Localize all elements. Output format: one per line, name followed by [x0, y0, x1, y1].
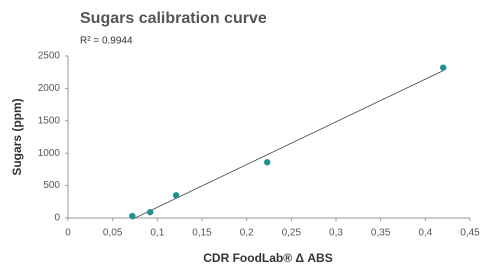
data-point [264, 159, 271, 166]
y-tick-label: 0 [54, 213, 60, 224]
x-tick-label: 0,15 [192, 228, 212, 239]
x-tick-label: 0,2 [240, 228, 254, 239]
x-tick-label: 0,3 [329, 228, 343, 239]
x-tick-label: 0,05 [103, 228, 123, 239]
trendline [132, 70, 444, 220]
x-tick-label: 0,25 [282, 228, 302, 239]
y-tick-label: 1000 [38, 148, 61, 159]
chart-title: Sugars calibration curve [80, 10, 267, 27]
x-tick-label: 0,35 [371, 228, 391, 239]
y-tick-label: 2000 [38, 83, 61, 94]
x-tick-label: 0,45 [460, 228, 480, 239]
data-point [440, 64, 447, 71]
y-tick-label: 1500 [38, 115, 61, 126]
y-tick-label: 2500 [38, 51, 61, 62]
x-tick-label: 0,4 [418, 228, 432, 239]
y-axis-title: Sugars (ppm) [10, 98, 24, 175]
chart-subtitle: R² = 0.9944 [80, 36, 133, 47]
data-point [146, 208, 154, 216]
data-point [172, 192, 180, 199]
y-tick-label: 500 [43, 180, 60, 191]
x-tick-label: 0 [65, 228, 71, 239]
data-point [129, 212, 136, 220]
x-axis-title: CDR FoodLab® Δ ABS [203, 251, 332, 265]
x-tick-label: 0,1 [150, 228, 164, 239]
